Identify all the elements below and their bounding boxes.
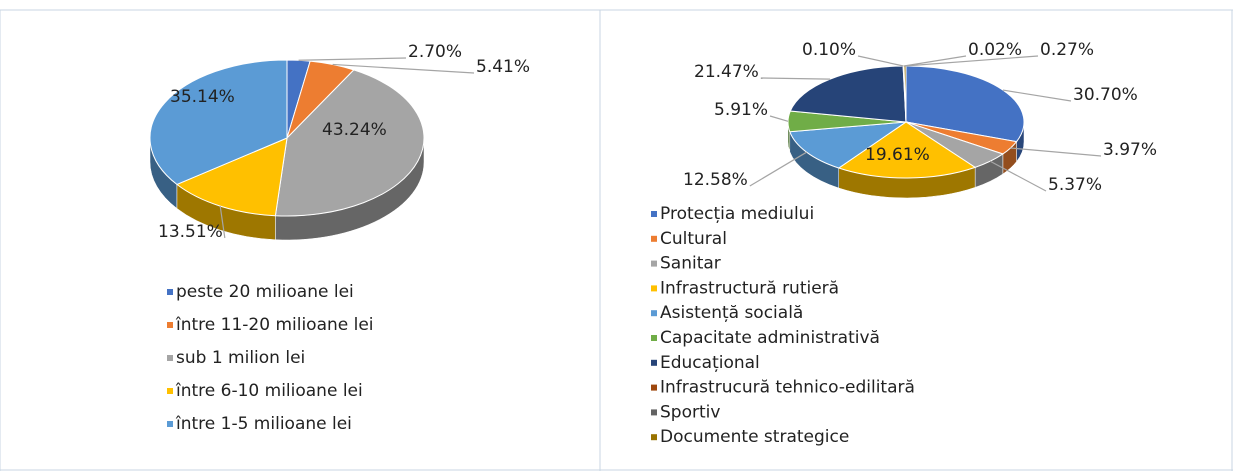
pie-slice [789,121,908,169]
leader-line [332,63,475,74]
legend-swatch [167,388,173,394]
legend-label: Protecția mediului [660,204,814,224]
leader-line [903,55,967,67]
legend-swatch [651,211,657,217]
legend-label: Asistență socială [660,303,803,323]
legend-label: Infrastrucură tehnico-edilitară [660,378,915,398]
data-label: 5.41% [476,57,530,77]
legend-label: Sportiv [660,402,720,422]
leader-line [749,151,807,187]
pie [149,59,425,241]
legend-swatch [167,421,173,427]
leader-line [989,160,1047,192]
data-label: 35.14% [170,87,235,107]
legend-swatch [651,384,657,391]
leader-line [857,55,904,67]
pie [787,65,1025,199]
legend-label: sub 1 milion lei [176,348,305,368]
pie-slice [837,121,977,179]
data-label: 12.58% [683,170,748,190]
legend-swatch [651,260,657,267]
legend-swatch [167,289,173,295]
data-label: 0.27% [1040,40,1094,60]
leader-line [1002,89,1072,102]
leader-line [760,77,831,80]
data-label: 30.70% [1073,85,1138,105]
legend-label: între 11-20 milioane lei [175,315,374,335]
legend-label: Sanitar [660,254,721,274]
data-label: 21.47% [694,62,759,82]
data-label: 43.24% [322,120,387,140]
data-label: 2.70% [408,42,462,62]
legend-label: Infrastructură rutieră [660,278,839,298]
leader-line [1010,147,1102,157]
legend-label: Cultural [660,229,727,249]
pie-slice [789,65,907,123]
legend-label: Capacitate administrativă [660,328,880,348]
legend-swatch [651,285,657,292]
legend-label: Educațional [660,353,760,373]
legend-swatch [651,409,657,416]
legend-swatch [167,355,173,361]
leader-line [298,57,407,61]
data-label: 0.02% [968,40,1022,60]
legend-swatch [651,310,657,317]
data-label: 13.51% [158,222,223,242]
legend-swatch [651,335,657,341]
leader-line [904,55,1039,67]
pie-slice [905,65,1025,143]
legend-swatch [651,359,657,366]
legend-label: peste 20 milioane lei [176,282,354,302]
pie-slice [149,59,288,185]
legend-swatch [651,235,657,242]
data-label: 5.37% [1048,175,1102,195]
leader-line [219,206,226,239]
data-label: 19.61% [865,145,930,165]
legend-label: între 1-5 milioane lei [175,414,352,434]
data-label: 0.10% [802,40,856,60]
pie-slice [274,69,425,217]
legend-label: între 6-10 milioane lei [175,381,363,401]
data-label: 5.91% [714,100,768,120]
legend-swatch [651,434,657,441]
legend-label: Documente strategice [660,427,849,447]
leader-line [769,115,789,122]
data-label: 3.97% [1103,140,1157,160]
legend-swatch [167,322,173,328]
